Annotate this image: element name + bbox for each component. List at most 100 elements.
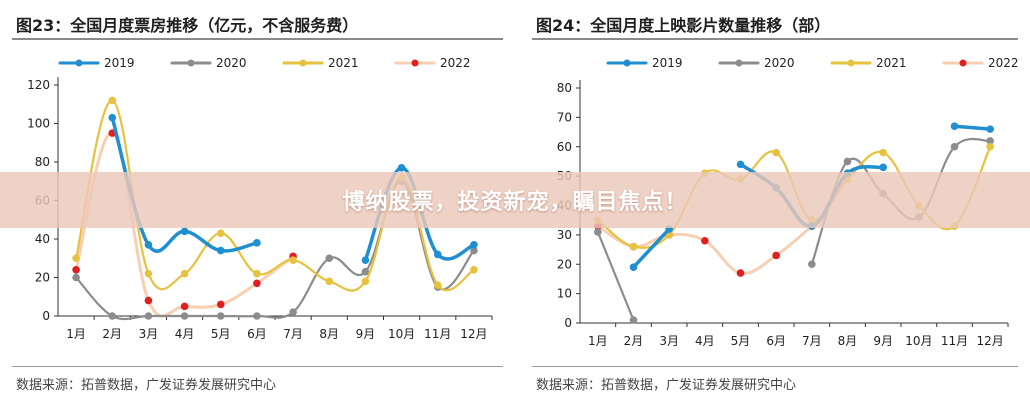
legend-label-2022: 2022 (988, 56, 1019, 70)
x-tick-label: 2月 (102, 327, 122, 341)
x-tick-label: 1月 (588, 334, 608, 348)
x-tick-label: 8月 (319, 327, 339, 341)
data-point-2019 (180, 227, 189, 236)
x-tick-label: 9月 (873, 334, 893, 348)
data-point-2021 (629, 242, 638, 251)
x-tick-label: 4月 (695, 334, 715, 348)
legend-label-2019: 2019 (652, 56, 683, 70)
data-point-2021 (433, 281, 442, 289)
x-tick-label: 10月 (905, 334, 932, 348)
data-point-2020 (144, 312, 153, 320)
y-tick-label: 60 (557, 140, 572, 154)
x-tick-label: 2月 (624, 334, 644, 348)
data-point-2020 (594, 228, 602, 236)
x-tick-label: 10月 (388, 327, 415, 341)
data-point-2020 (808, 260, 816, 269)
y-tick-label: 120 (27, 78, 50, 92)
data-point-2022 (736, 269, 745, 277)
data-point-2019 (108, 113, 117, 122)
data-point-2021 (289, 256, 297, 264)
data-point-2021 (72, 254, 80, 263)
legend-label-2021: 2021 (328, 56, 359, 70)
data-point-2020 (253, 312, 261, 320)
y-tick-label: 80 (35, 155, 50, 169)
data-point-2019 (216, 246, 225, 255)
data-point-2020 (843, 157, 852, 166)
x-tick-label: 6月 (766, 334, 786, 348)
source-divider (532, 366, 1018, 367)
legend-label-2022: 2022 (440, 56, 471, 70)
x-tick-label: 9月 (356, 327, 376, 341)
data-point-2021 (253, 269, 261, 278)
x-tick-label: 11月 (941, 334, 968, 348)
data-point-2020 (470, 246, 478, 255)
data-point-2022 (216, 300, 225, 309)
data-point-2019 (144, 240, 153, 249)
data-point-2022 (144, 296, 153, 305)
series-line-2020 (596, 230, 635, 322)
data-point-2019 (986, 125, 994, 133)
x-tick-label: 3月 (139, 327, 159, 341)
source-divider (12, 366, 503, 367)
y-tick-label: 10 (557, 287, 572, 301)
y-tick-label: 20 (35, 271, 50, 285)
data-point-2020 (950, 142, 959, 151)
x-tick-label: 5月 (211, 327, 231, 341)
title-divider (532, 38, 1018, 40)
title-divider (12, 38, 503, 40)
x-tick-label: 12月 (977, 334, 1004, 348)
legend-label-2020: 2020 (216, 56, 247, 70)
legend-marker-2021 (847, 59, 855, 67)
data-point-2021 (144, 269, 153, 278)
data-point-2020 (72, 273, 80, 282)
data-point-2022 (772, 251, 780, 260)
x-tick-label: 4月 (175, 327, 195, 341)
data-point-2019 (470, 240, 478, 249)
data-point-2022 (72, 266, 80, 274)
legend-label-2019: 2019 (104, 56, 135, 70)
legend-label-2021: 2021 (876, 56, 907, 70)
data-point-2020 (216, 312, 225, 320)
data-point-2022 (701, 236, 709, 245)
y-tick-label: 0 (564, 316, 572, 330)
data-point-2020 (289, 308, 297, 316)
legend-marker-2021 (299, 59, 307, 67)
y-tick-label: 70 (557, 110, 572, 124)
y-tick-label: 0 (42, 309, 50, 323)
data-point-2019 (736, 160, 745, 169)
legend-marker-2019 (623, 59, 631, 67)
data-point-2021 (216, 229, 225, 238)
legend-marker-2020 (735, 59, 743, 67)
legend-marker-2022 (411, 59, 419, 67)
data-point-2019 (361, 256, 370, 264)
legend-marker-2022 (959, 59, 967, 67)
x-tick-label: 5月 (731, 334, 751, 348)
data-point-2021 (772, 148, 780, 157)
data-point-2021 (361, 277, 370, 286)
y-tick-label: 20 (557, 257, 572, 271)
x-tick-label: 3月 (659, 334, 679, 348)
x-tick-label: 1月 (66, 327, 86, 341)
x-tick-label: 11月 (424, 327, 451, 341)
data-point-2021 (879, 148, 887, 157)
data-point-2020 (629, 316, 638, 324)
y-tick-label: 100 (27, 117, 50, 131)
data-point-2020 (180, 312, 189, 320)
series-line-2019 (952, 124, 992, 131)
legend-marker-2020 (187, 59, 195, 67)
chart-source: 数据来源：拓普数据，广发证券发展研究中心 (536, 378, 797, 393)
legend-marker-2019 (75, 59, 83, 67)
legend-label-2020: 2020 (764, 56, 795, 70)
y-tick-label: 30 (557, 228, 572, 242)
data-point-2020 (986, 137, 994, 145)
x-tick-label: 8月 (838, 334, 858, 348)
data-point-2020 (361, 267, 370, 276)
chart-source: 数据来源：拓普数据，广发证券发展研究中心 (16, 378, 277, 393)
data-point-2019 (433, 250, 442, 259)
data-point-2019 (950, 122, 959, 130)
data-point-2019 (253, 239, 261, 247)
data-point-2019 (879, 163, 887, 172)
data-point-2020 (325, 254, 334, 263)
data-point-2021 (180, 269, 189, 278)
data-point-2021 (986, 142, 994, 151)
